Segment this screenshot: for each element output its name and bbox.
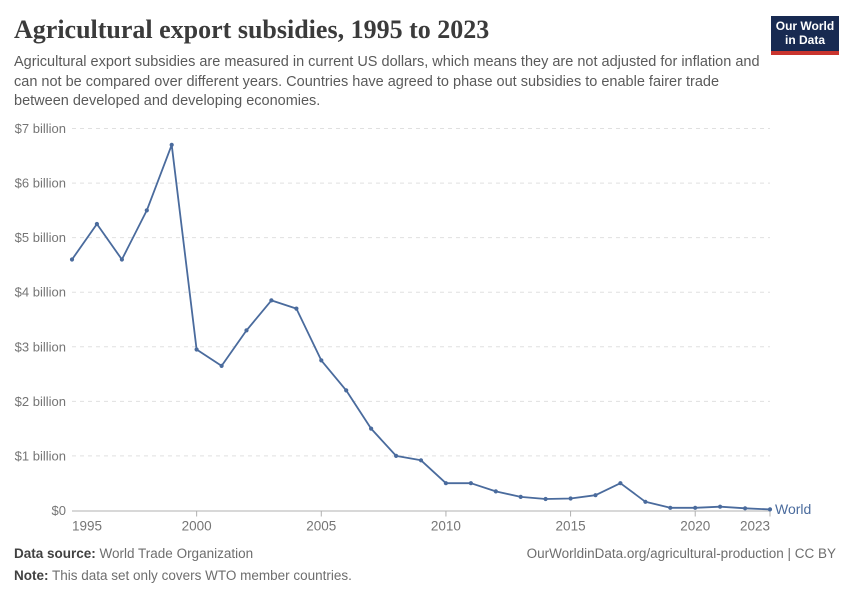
data-point [169,142,174,147]
data-point [269,298,274,303]
y-axis-tick-label: $4 billion [15,285,66,300]
y-axis-tick-label: $6 billion [15,176,66,191]
line-chart: $0 $1 billion $2 billion $3 billion $4 billi… [15,121,812,534]
data-point [443,481,448,486]
data-point [194,347,199,352]
data-point [767,507,773,512]
data-point [219,363,224,368]
series-label-world: World [775,501,811,517]
owid-logo-line2: in Data [784,32,825,47]
page-title: Agricultural export subsidies, 1995 to 2… [14,15,490,44]
x-axis-tick-label: 2010 [431,519,461,534]
x-axis-tick-label: 2015 [556,519,586,534]
data-source-label: Data source: [14,546,96,561]
x-axis-tick-label: 2023 [740,519,770,534]
data-point [693,505,698,510]
data-point [743,506,748,511]
x-axis-tick-label: 2005 [306,519,336,534]
chart-subtitle: Agricultural export subsidies are measur… [14,54,760,109]
data-point [244,328,249,333]
owid-logo-line1: Our World [775,19,835,33]
y-axis-tick-label: $3 billion [15,339,66,354]
data-point [294,306,299,311]
note-label: Note: [14,568,49,583]
note-value: This data set only covers WTO member cou… [48,568,352,583]
data-point [94,221,99,227]
y-axis-tick-label: $1 billion [15,448,66,463]
data-point [418,458,424,463]
data-point [468,481,473,486]
data-point [618,481,623,486]
data-source-line: Data source: World Trade Organization [14,546,253,561]
data-point [344,388,349,393]
y-axis-tick-label: $5 billion [15,230,66,245]
data-point [668,505,673,510]
data-source-value: World Trade Organization [95,546,254,561]
data-point [119,257,124,262]
data-point [593,493,598,498]
data-point [394,453,399,458]
data-point [518,494,523,499]
data-point [568,496,573,501]
x-axis-tick-label: 1995 [72,519,102,534]
data-point [319,358,324,363]
y-axis-tick-label: $7 billion [15,121,66,136]
data-point [493,489,498,494]
data-point [369,426,374,431]
note-line: Note: This data set only covers WTO memb… [14,568,352,583]
data-point [144,208,149,213]
x-axis-tick-label: 2020 [680,519,710,534]
y-axis-tick-label: $2 billion [15,394,66,409]
data-point [643,499,648,504]
data-point [69,257,75,262]
x-axis-tick-label: 2000 [182,519,212,534]
data-point [718,504,723,509]
data-point [543,496,548,502]
data-line-world [71,143,771,511]
owid-logo: Our World in Data [771,16,839,55]
attribution-url: OurWorldinData.org/agricultural-producti… [526,546,836,561]
y-axis-tick-label: $0 [52,503,66,518]
